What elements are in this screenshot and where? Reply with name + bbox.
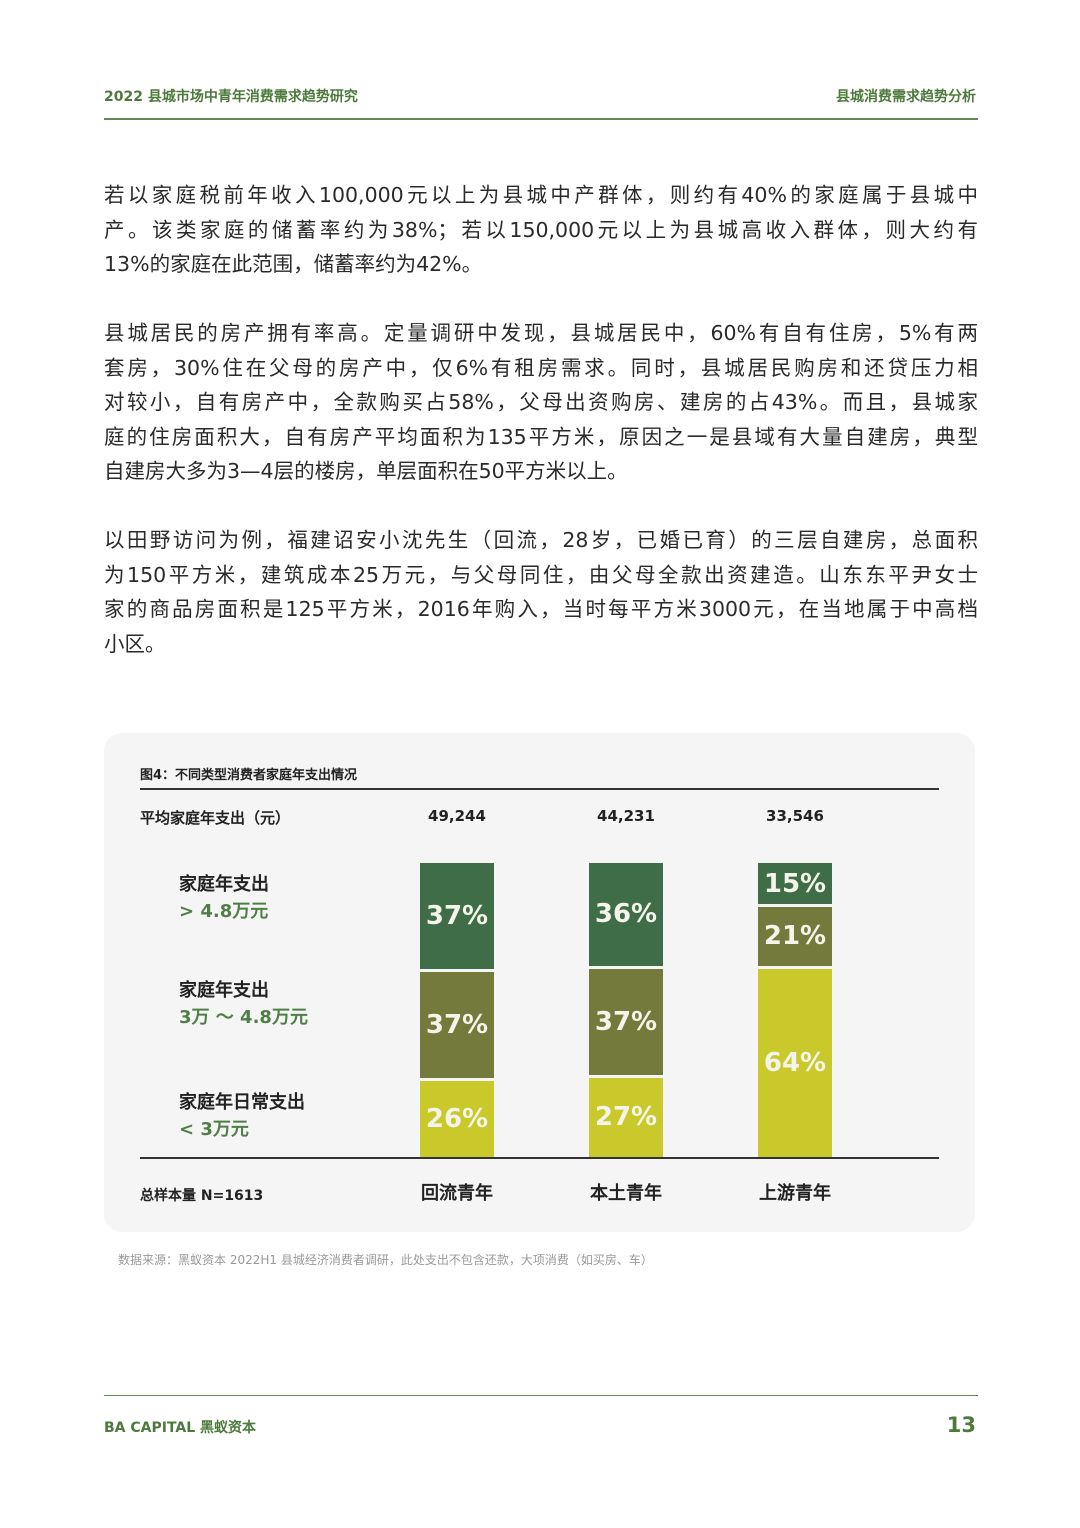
paragraph-line: 13%的家庭在此范围，储蓄率约为42%。 [104, 252, 483, 276]
paragraph-line: 小区。 [104, 631, 166, 656]
category-label: 回流青年 [421, 1183, 493, 1204]
legend-label: 家庭年支出 3万 ～ 4.8万元 [179, 977, 308, 1031]
header-section-title: 县城消费需求趋势分析 [836, 89, 976, 105]
bar-segment: 15% [758, 863, 832, 905]
bar-segment: 37% [420, 971, 494, 1078]
source-note: 数据来源：黑蚁资本 2022H1 县城经济消费者调研，此处支出不包含还款，大项消… [118, 1253, 653, 1267]
chart-title: 图4：不同类型消费者家庭年支出情况 [140, 768, 358, 783]
page-number: 13 [946, 1413, 976, 1437]
legend-range: < 3万元 [179, 1119, 249, 1140]
legend-label: 家庭年支出 > 4.8万元 [179, 871, 269, 925]
bar-segment: 36% [589, 863, 663, 966]
bar-segment: 37% [420, 863, 494, 969]
header-divider [104, 118, 978, 120]
avg-label: 平均家庭年支出（元） [140, 809, 291, 827]
avg-value: 33,546 [766, 807, 824, 825]
legend-range: 3万 ～ 4.8万元 [179, 1007, 308, 1028]
paragraph-line: 若以家庭税前年收入100,000元以上为县城中产群体，则约有40%的家庭属于县城… [104, 183, 978, 207]
category-label: 上游青年 [759, 1183, 831, 1204]
body-paragraph: 以田野访问为例，福建诏安小沈先生（回流，28岁，已婚已育）的三层自建房，总面积为… [104, 523, 978, 661]
paragraph-line: 家的商品房面积是125平方米，2016年购入，当时每平方米3000元，在当地属于… [104, 597, 978, 621]
legend-name: 家庭年支出 [179, 980, 269, 1001]
header-report-title: 2022 县城市场中青年消费需求趋势研究 [104, 89, 358, 105]
footer-brand: BA CAPITAL 黑蚁资本 [104, 1420, 257, 1436]
legend-name: 家庭年日常支出 [179, 1092, 305, 1113]
legend-label: 家庭年日常支出 < 3万元 [179, 1089, 305, 1143]
body-paragraph: 若以家庭税前年收入100,000元以上为县城中产群体，则约有40%的家庭属于县城… [104, 178, 978, 282]
paragraph-line: 自建房大多为3—4层的楼房，单层面积在50平方米以上。 [104, 459, 628, 483]
paragraph-line: 以田野访问为例，福建诏安小沈先生（回流，28岁，已婚已育）的三层自建房，总面积 [104, 528, 978, 552]
bar-segment: 64% [758, 968, 832, 1157]
paragraph-line: 对较小，自有房产中，全款购买占58%，父母出资购房、建房的占43%。而且，县城家 [104, 390, 978, 414]
bar-segment: 27% [589, 1077, 663, 1157]
bar-segment: 21% [758, 907, 832, 966]
paragraph-line: 套房，30%住在父母的房产中，仅6%有租房需求。同时，县城居民购房和还贷压力相 [104, 355, 978, 380]
legend-name: 家庭年支出 [179, 874, 269, 895]
avg-value: 49,244 [428, 807, 486, 825]
chart-baseline [140, 1157, 939, 1159]
bar-segment: 37% [589, 968, 663, 1075]
bar-segment: 26% [420, 1080, 494, 1157]
body-paragraph: 县城居民的房产拥有率高。定量调研中发现，县城居民中，60%有自有住房，5%有两套… [104, 316, 978, 489]
paragraph-line: 庭的住房面积大，自有房产平均面积为135平方米，原因之一是县域有大量自建房，典型 [104, 424, 978, 449]
paragraph-line: 产。该类家庭的储蓄率约为38%；若以150,000元以上为县城高收入群体，则大约… [104, 217, 978, 242]
sample-size: 总样本量 N=1613 [140, 1188, 264, 1204]
footer-divider [104, 1395, 978, 1396]
paragraph-line: 为150平方米，建筑成本25万元，与父母同住，由父母全款出资建造。山东东平尹女士 [104, 562, 978, 587]
legend-range: > 4.8万元 [179, 901, 269, 922]
avg-value: 44,231 [597, 807, 655, 825]
chart-card: 图4：不同类型消费者家庭年支出情况 平均家庭年支出（元） 总样本量 N=1613… [104, 733, 975, 1232]
chart-top-rule [140, 788, 939, 790]
category-label: 本土青年 [590, 1183, 662, 1204]
paragraph-line: 县城居民的房产拥有率高。定量调研中发现，县城居民中，60%有自有住房，5%有两 [104, 321, 978, 345]
